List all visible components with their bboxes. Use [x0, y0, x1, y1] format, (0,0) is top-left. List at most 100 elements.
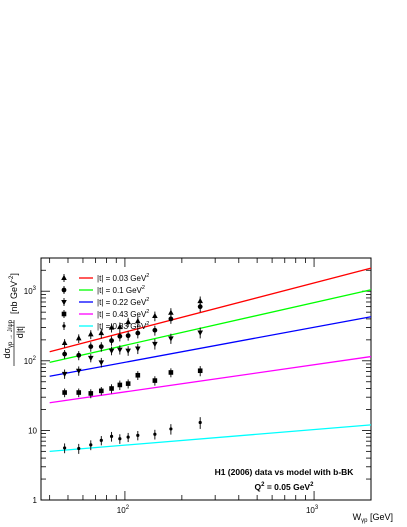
- legend-label-4: |t| = 0.83 GeV2: [97, 321, 149, 331]
- data-point-0-8: [152, 312, 158, 319]
- y-tick-label: 1: [33, 496, 38, 505]
- legend-label-3: |t| = 0.43 GeV2: [97, 309, 149, 319]
- data-point-1-3: [98, 344, 104, 349]
- model-line-2: [49, 316, 372, 377]
- data-point-4-0: [63, 446, 67, 450]
- data-point-2-2: [87, 355, 94, 362]
- data-point-0-4: [108, 324, 115, 330]
- y-axis-title: dσγp → J/ψp d|t| [nb GeV-2]: [2, 273, 25, 366]
- data-point-3-9: [168, 370, 174, 375]
- data-point-3-7: [135, 372, 141, 378]
- data-point-0-0: [61, 339, 68, 346]
- plot-frame: [40, 257, 372, 501]
- data-point-0-5: [117, 323, 123, 330]
- legend-marker-4: [62, 324, 66, 328]
- legend-marker-2: [61, 300, 67, 306]
- annotation-q-value: = 0.05 GeV: [265, 482, 311, 492]
- data-point-0-9: [168, 309, 174, 315]
- annotation-q-sup: 2: [261, 482, 265, 488]
- y-tick-label: 102: [24, 356, 37, 366]
- legend-label-2: |t| = 0.22 GeV2: [97, 297, 149, 307]
- data-point-4-1: [77, 446, 81, 451]
- data-point-0-7: [135, 318, 141, 324]
- legend-label-1: |t| = 0.1 GeV2: [97, 285, 145, 295]
- data-point-3-2: [88, 391, 94, 396]
- x-axis-title-sub: γp: [361, 518, 368, 524]
- data-point-2-6: [125, 348, 131, 354]
- data-point-0-1: [75, 335, 82, 341]
- data-point-3-1: [76, 390, 82, 395]
- data-point-1-1: [76, 352, 82, 358]
- data-point-2-9: [168, 336, 174, 342]
- x-tick-label: 102: [117, 505, 130, 515]
- data-point-0-2: [87, 331, 94, 337]
- y-axis-title-denom: d|t|: [15, 326, 25, 338]
- x-axis-title-main: W: [353, 512, 362, 522]
- data-point-0-3: [98, 329, 105, 336]
- data-point-3-3: [98, 388, 104, 394]
- y-tick-label: 10: [28, 426, 37, 435]
- data-point-3-10: [197, 368, 203, 374]
- data-point-1-9: [168, 316, 174, 322]
- data-point-1-8: [152, 327, 158, 333]
- data-point-3-0: [62, 390, 67, 395]
- annotation-line-1: H1 (2006) data vs model with b-BK: [215, 467, 355, 477]
- y-tick-label: 103: [24, 286, 37, 296]
- data-point-1-5: [117, 333, 123, 339]
- data-point-4-9: [169, 427, 173, 431]
- data-point-3-6: [125, 381, 131, 386]
- y-axis-title-numer-sub: γp → J/ψp: [8, 319, 14, 348]
- data-point-4-3: [99, 438, 103, 442]
- model-curves: [49, 267, 372, 453]
- data-point-2-4: [108, 348, 115, 354]
- legend-marker-0: [61, 274, 67, 280]
- x-axis-title-unit: [GeV]: [367, 512, 393, 522]
- legend-marker-1: [61, 287, 67, 293]
- data-point-2-0: [61, 371, 68, 378]
- y-axis-title-numer: dσ: [2, 348, 12, 359]
- y-axis-title-unit-close: ]: [9, 273, 19, 276]
- data-point-1-7: [135, 330, 141, 336]
- svg-text:[nb GeV-2]: [nb GeV-2]: [9, 273, 19, 314]
- data-point-1-4: [109, 338, 114, 344]
- data-point-3-8: [152, 378, 158, 383]
- data-point-2-1: [75, 368, 82, 374]
- svg-text:dσγp → J/ψp: dσγp → J/ψp: [2, 319, 14, 358]
- data-point-2-10: [197, 330, 203, 336]
- model-line-3: [49, 355, 372, 404]
- data-point-4-10: [198, 420, 202, 425]
- y-axis-title-unit: [nb GeV: [9, 281, 19, 314]
- data-point-1-10: [197, 304, 203, 310]
- annotation-q: Q: [255, 482, 262, 492]
- y-axis-title-unit-sup: -2: [9, 275, 15, 281]
- data-point-4-8: [153, 432, 157, 436]
- x-tick-label: 103: [306, 505, 319, 515]
- model-line-0: [49, 267, 372, 353]
- annotation-line-2: Q2 = 0.05 GeV2: [255, 482, 315, 492]
- legend-label-0: |t| = 0.03 GeV2: [97, 273, 149, 283]
- data-point-2-8: [152, 341, 158, 348]
- x-axis-title: Wγp [GeV]: [353, 512, 393, 524]
- data-point-0-10: [197, 297, 203, 304]
- legend-marker-3: [61, 311, 67, 317]
- data-point-4-2: [89, 443, 93, 447]
- data-point-4-4: [109, 434, 114, 439]
- legend: |t| = 0.03 GeV2 |t| = 0.1 GeV2 |t| = 0.22 …: [61, 273, 149, 331]
- model-line-1: [49, 289, 372, 363]
- data-points: [61, 296, 203, 454]
- axes: 102 103 1 10 102 103: [24, 257, 372, 515]
- model-line-4: [49, 424, 372, 453]
- data-point-0-6: [125, 318, 131, 325]
- data-point-4-5: [118, 437, 122, 441]
- data-point-4-7: [136, 433, 140, 437]
- data-point-3-5: [117, 382, 123, 388]
- data-point-4-6: [126, 435, 130, 439]
- data-point-1-0: [62, 351, 68, 357]
- data-point-2-7: [135, 346, 141, 352]
- data-point-1-2: [88, 344, 94, 349]
- data-point-1-6: [125, 333, 131, 339]
- annotation-q-unit-sup: 2: [310, 482, 314, 488]
- data-point-2-5: [117, 347, 123, 353]
